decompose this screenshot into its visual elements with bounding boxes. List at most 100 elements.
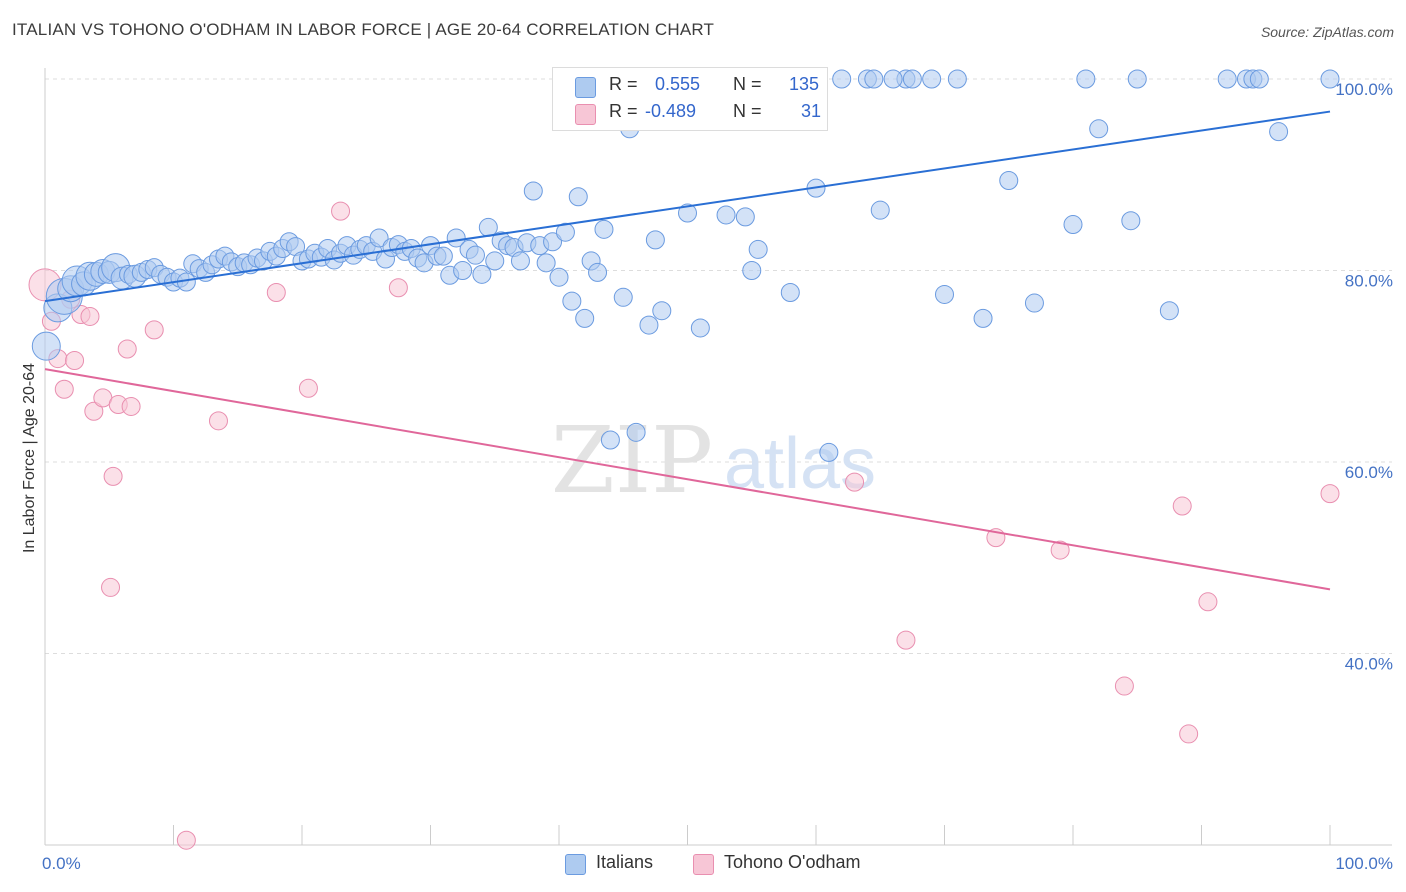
italian-point	[883, 69, 903, 89]
italian-point	[780, 283, 800, 303]
italians-r-value: 0.555	[655, 74, 701, 94]
tohono-point	[208, 411, 228, 431]
italian-point	[678, 203, 697, 223]
italian-point	[922, 69, 942, 89]
italian-point	[523, 181, 543, 201]
italian-point	[735, 207, 755, 227]
italian-point	[999, 170, 1019, 190]
tohono-point	[1198, 592, 1218, 612]
italian-point	[902, 69, 922, 89]
tohono-legend-label: Tohono O'odham	[724, 852, 861, 872]
italian-point	[1089, 119, 1109, 139]
italian-point	[742, 261, 762, 280]
tohono-point	[1172, 496, 1192, 516]
watermark-atlas: atlas	[724, 424, 876, 504]
y-axis-label: In Labor Force | Age 20-64	[21, 363, 38, 553]
y-tick-label: 60.0%	[1345, 463, 1393, 482]
tohono-point	[298, 378, 318, 398]
italian-point	[478, 217, 498, 237]
italian-point	[613, 287, 633, 307]
italian-point	[645, 230, 665, 250]
tohono-point	[65, 351, 85, 371]
italian-point	[433, 246, 453, 266]
italian-point	[536, 253, 556, 273]
italian-point	[1127, 69, 1147, 89]
italian-point	[446, 228, 466, 248]
tohono-point	[1179, 724, 1199, 744]
italian-point	[588, 262, 608, 282]
tohono-point	[266, 283, 286, 303]
legend-stats: R = 0.555 N = 135 R = -0.489 N = 31	[552, 67, 828, 131]
italian-point	[575, 308, 595, 328]
tohono-point	[84, 401, 104, 421]
italian-point	[935, 284, 954, 304]
italian-point	[870, 200, 890, 220]
italian-point	[1121, 211, 1141, 231]
italian-point	[568, 187, 588, 207]
italian-point	[1249, 69, 1269, 89]
italian-point	[652, 301, 672, 321]
tohono-point	[117, 339, 137, 359]
x-tick-label: 100.0%	[1335, 854, 1393, 873]
italian-point	[369, 228, 389, 248]
tohono-point	[101, 577, 121, 597]
tohono-point	[845, 472, 865, 492]
italian-point	[1320, 69, 1340, 89]
italian-point	[1159, 301, 1179, 321]
italian-point	[562, 291, 582, 311]
italian-point	[1076, 69, 1096, 89]
italian-point	[832, 69, 852, 89]
tohono-point	[121, 396, 141, 416]
italian-point	[864, 69, 884, 89]
italian-point	[485, 251, 505, 271]
tohono-point	[1114, 676, 1134, 696]
tohono-point	[103, 466, 123, 486]
italian-point	[465, 245, 485, 265]
trendlines	[44, 110, 1331, 591]
italian-points	[31, 69, 1340, 462]
italians-legend-swatch	[565, 854, 586, 875]
chart-title: ITALIAN VS TOHONO O'ODHAM IN LABOR FORCE…	[12, 20, 715, 39]
tohono-r-label: R =	[609, 101, 638, 121]
italian-point	[947, 69, 967, 89]
tohono-point	[54, 379, 74, 399]
italians-n-value: 135	[789, 74, 820, 94]
italian-point	[600, 430, 620, 450]
italian-point	[748, 239, 768, 259]
italian-point	[1269, 122, 1289, 142]
tohono-point	[176, 830, 196, 850]
italian-point	[626, 422, 646, 442]
tohono-trendline	[44, 368, 1331, 591]
tick-labels: 40.0% 60.0% 80.0% 100.0% 0.0% 100.0%	[42, 80, 1393, 873]
italian-point	[639, 315, 659, 335]
y-tick-label: 40.0%	[1345, 655, 1393, 674]
italian-point	[716, 205, 736, 225]
tohono-point	[80, 306, 100, 326]
axes	[44, 68, 1392, 846]
italian-point	[819, 442, 839, 462]
italian-point	[510, 251, 530, 271]
italian-point	[1024, 293, 1044, 313]
italian-point	[543, 232, 563, 252]
tohono-points	[28, 201, 1340, 850]
tohono-legend-swatch	[693, 854, 714, 875]
italian-point	[690, 318, 710, 338]
tohono-point	[1320, 484, 1340, 504]
tohono-r-value: -0.489	[645, 101, 697, 121]
italian-point	[472, 264, 492, 284]
tohono-point	[388, 278, 408, 298]
italian-point	[1063, 215, 1083, 235]
source-label: Source: ZipAtlas.com	[1260, 24, 1394, 40]
italians-n-label: N =	[733, 74, 762, 94]
italians-r-label: R =	[609, 74, 638, 94]
tohono-swatch	[575, 104, 596, 125]
italian-point	[549, 267, 569, 287]
italian-point	[973, 308, 993, 328]
italian-point	[31, 331, 61, 361]
italian-point	[594, 219, 614, 239]
x-tick-label: 0.0%	[42, 854, 81, 873]
y-tick-label: 100.0%	[1335, 80, 1393, 99]
tohono-point	[896, 630, 916, 650]
tohono-point	[331, 201, 351, 221]
